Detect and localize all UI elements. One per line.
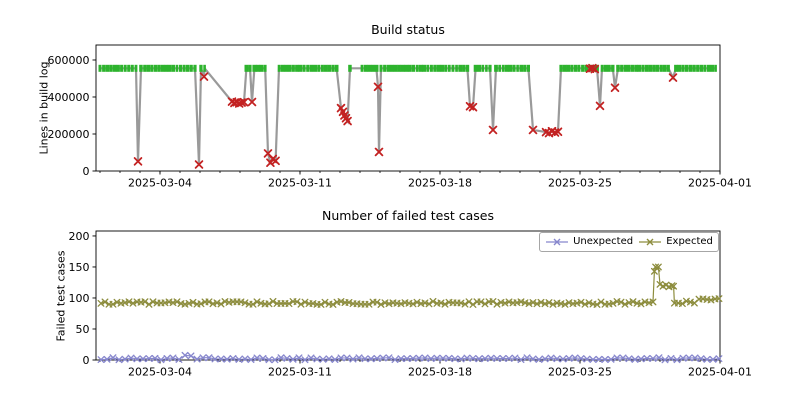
y-tick-label: 400000 <box>48 91 90 104</box>
legend: Unexpected Expected <box>539 232 719 252</box>
y-tick-label: 100 <box>69 292 90 305</box>
legend-entry-expected: Expected <box>638 237 713 247</box>
x-tick-label: 2025-03-04 <box>128 177 192 190</box>
build-status-chart: 2025-03-04 2025-03-11 2025-03-18 2025-03-25… <box>48 44 752 190</box>
failed-tests-ylabel: Failed test cases <box>54 250 68 342</box>
y-tick-label: 600000 <box>48 54 90 67</box>
y-tick-label: 0 <box>83 165 90 178</box>
expected-line-x-icon <box>639 238 662 246</box>
y-tick-label: 150 <box>69 261 90 274</box>
x-tick-label: 2025-04-01 <box>688 177 752 190</box>
x-tick-label: 2025-03-04 <box>128 366 192 379</box>
ok-build-markers <box>98 64 717 72</box>
y-tick-label: 200000 <box>48 128 90 141</box>
x-tick-label: 2025-03-18 <box>408 177 472 190</box>
failed-tests-title: Number of failed test cases <box>321 208 495 223</box>
legend-entry-unexpected: Unexpected <box>545 237 633 247</box>
x-tick-label: 2025-04-01 <box>688 366 752 379</box>
unexpected-series <box>97 351 723 364</box>
build-line <box>100 65 716 166</box>
build-status-ylabel: Lines in build log <box>37 61 51 155</box>
failed-build-markers <box>133 63 678 169</box>
failed-tests-chart: 2025-03-04 2025-03-11 2025-03-18 2025-03-25… <box>69 230 752 379</box>
x-tick-label: 2025-03-11 <box>268 366 332 379</box>
x-tick-label: 2025-03-25 <box>548 177 612 190</box>
x-tick-label: 2025-03-25 <box>548 366 612 379</box>
x-tick-label: 2025-03-18 <box>408 366 472 379</box>
unexpected-line-x-icon <box>546 238 569 246</box>
x-tick-label: 2025-03-11 <box>268 177 332 190</box>
axes-frame <box>95 44 721 172</box>
y-tick-label: 50 <box>76 323 90 336</box>
expected-series <box>97 263 723 308</box>
legend-label-unexpected: Unexpected <box>573 236 634 247</box>
y-tick-label: 0 <box>83 354 90 367</box>
build-status-title: Build status <box>371 22 445 37</box>
y-tick-label: 200 <box>69 230 90 243</box>
legend-label-expected: Expected <box>666 236 713 247</box>
